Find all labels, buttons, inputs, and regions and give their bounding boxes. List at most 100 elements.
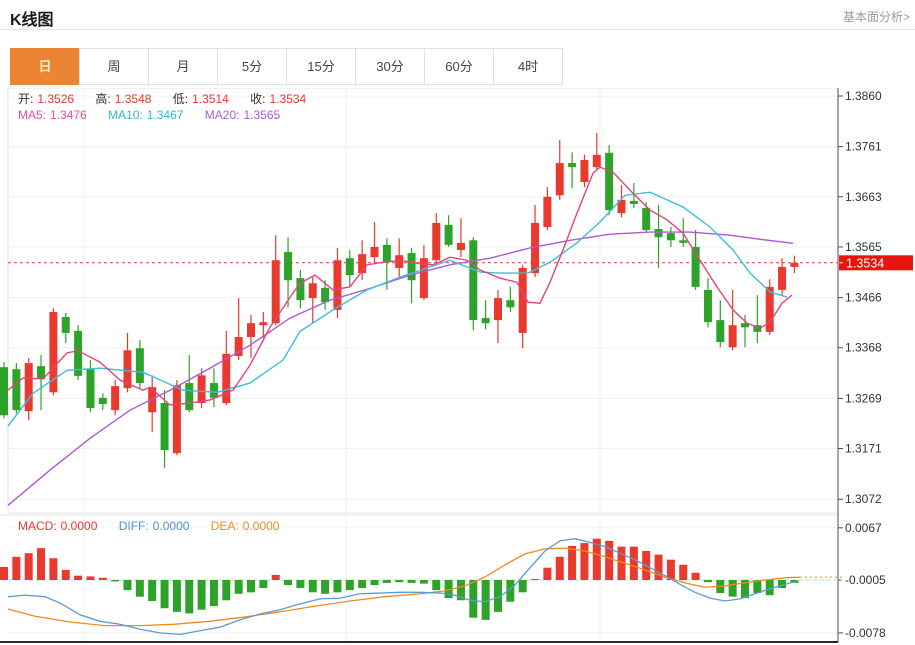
ma10-label: MA10: [108,108,143,122]
high-label: 高: [95,92,111,106]
macd-hist-bar [469,580,478,618]
candle-body [321,287,330,303]
candle-body [247,323,255,337]
ma10-value: 1.3467 [146,108,184,122]
macd-hist-bar [741,580,749,599]
close-label: 收: [250,92,266,106]
ma5-value: 1.3476 [50,108,87,122]
candle-body [111,386,120,411]
macd-hist-bar [86,576,95,580]
candle-body [222,353,231,404]
fundamental-analysis-link[interactable]: 基本面分析> [842,10,910,24]
candle-body [654,229,663,238]
candle-body [518,267,527,333]
candle-body [185,383,194,411]
candle-body [716,320,725,343]
macd-hist-bar [419,580,428,584]
macd-hist-bar [247,580,255,593]
ma20-line [7,231,794,506]
candle-body [543,196,552,227]
page-header: K线图 基本面分析> [0,0,915,30]
candle-body [679,240,688,243]
macd-hist-bar [209,580,218,607]
candle-body [271,260,280,324]
candle-body [531,222,540,274]
candle-body [580,159,589,182]
candle-body [691,246,700,287]
macd-label: MACD: [18,519,57,533]
tab-30分[interactable]: 30分 [355,48,425,85]
ma5-label: MA5: [18,108,47,122]
price-axis-label: 1.3860 [845,89,882,103]
close-value: 1.3534 [269,92,307,106]
candle-body [234,336,243,356]
ohlc-legend: 开: 1.3526 高: 1.3548 低: 1.3514 收: 1.3534 [18,90,324,107]
candle-body [172,385,181,454]
macd-value: 0.0000 [60,519,98,533]
candle-body [135,348,144,384]
macd-hist-bar [0,566,8,580]
macd-hist-bar [234,580,243,594]
tab-周[interactable]: 周 [79,48,149,85]
ma5-line [7,166,793,406]
tab-5分[interactable]: 5分 [217,48,287,85]
high-value: 1.3548 [114,92,152,106]
candle-body [469,240,478,321]
macd-hist-bar [679,564,688,580]
ma20-value: 1.3565 [243,108,281,122]
diff-label: DIFF: [118,519,149,533]
candle-body [765,286,774,332]
macd-hist-bar [592,538,601,580]
candle-body [728,325,737,348]
tab-日[interactable]: 日 [10,48,80,85]
candle-body [382,244,391,263]
price-axis-label: 1.3565 [845,240,882,254]
macd-hist-bar [531,579,540,580]
macd-hist-bar [568,545,577,580]
current-price-tag-label: 1.3534 [846,256,884,270]
candle-body [778,266,787,290]
macd-hist-bar [259,580,268,588]
macd-hist-bar [49,558,58,580]
tab-4时[interactable]: 4时 [493,48,563,85]
candle-body [617,199,626,214]
macd-hist-bar [24,553,33,580]
candle-body [370,246,379,258]
candle-body [160,403,169,451]
tab-月[interactable]: 月 [148,48,218,85]
macd-hist-bar [629,546,638,580]
candle-body [37,366,46,379]
tab-60分[interactable]: 60分 [424,48,494,85]
macd-hist-bar [617,546,626,580]
candle-body [568,163,577,168]
kline-chart[interactable]: 1.3860 1.3761 1.3663 1.3565 1.3466 1.3368 1.32… [0,88,915,645]
tab-15分[interactable]: 15分 [286,48,356,85]
macd-hist-bar [666,559,675,580]
candle-body [506,300,515,308]
candle-body [753,325,762,332]
candle-body [123,350,132,389]
macd-hist-bar [494,580,502,612]
dea-label: DEA: [210,519,239,533]
macd-hist-bar [345,580,354,591]
price-axis-label: 1.3663 [845,190,882,204]
page-title: K线图 [10,12,54,29]
macd-hist-bar [160,580,169,609]
macd-hist-bar [605,540,614,580]
macd-hist-bar [654,554,663,580]
dea-line [7,547,801,627]
price-axis-label: 1.3466 [845,291,882,305]
macd-hist-bar [172,580,181,612]
candle-body [345,258,354,276]
macd-hist-bar [333,580,342,593]
macd-hist-bar [98,577,107,580]
candle-body [605,152,614,211]
candle-body [49,311,58,393]
price-axis-label: 1.3072 [845,492,882,506]
candle-body [333,260,342,310]
open-label: 开: [18,92,34,106]
ma-legend: MA5: 1.3476 MA10: 1.3467 MA20: 1.3565 [18,108,298,122]
candle-body [703,289,712,323]
macd-legend: MACD: 0.0000 DIFF: 0.0000 DEA: 0.0000 [18,519,297,533]
